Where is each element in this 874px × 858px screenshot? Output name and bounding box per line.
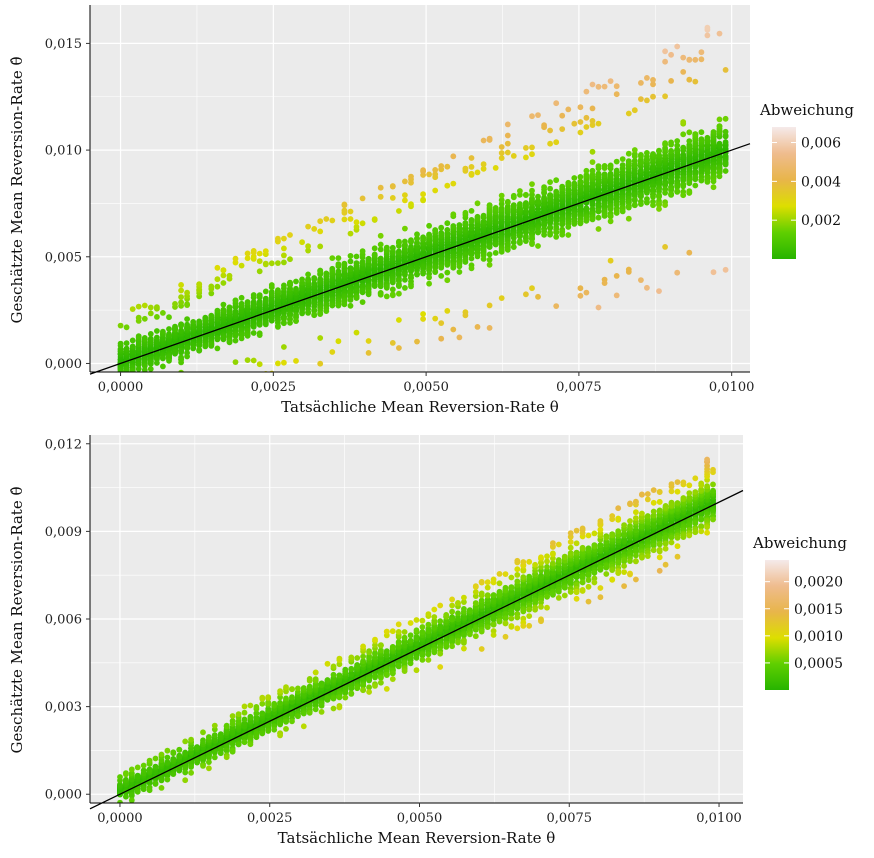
data-point — [722, 139, 729, 146]
grid — [90, 5, 750, 372]
data-point — [166, 331, 172, 337]
scatter-points — [117, 24, 729, 372]
upper-scatter-panel: 0,0000 0,0025 0,0050 0,0075 0,01000,0000,005… — [8, 5, 854, 416]
data-point — [716, 140, 723, 147]
data-point — [256, 300, 263, 306]
